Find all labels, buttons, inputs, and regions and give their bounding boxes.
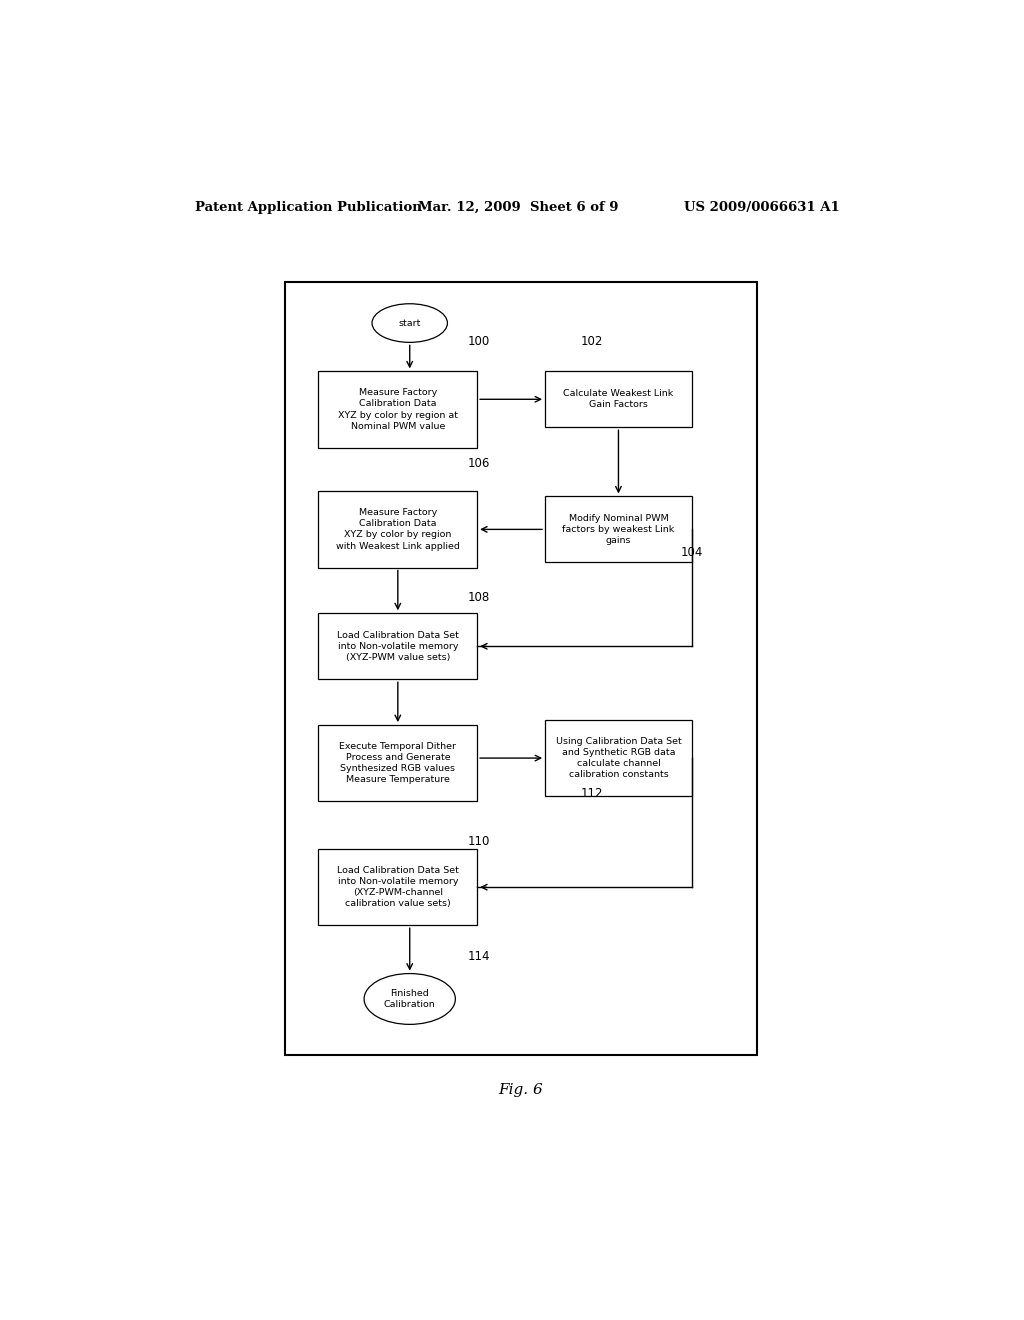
- Bar: [318, 371, 477, 447]
- Text: Load Calibration Data Set
into Non-volatile memory
(XYZ-PWM-channel
calibration : Load Calibration Data Set into Non-volat…: [337, 866, 459, 908]
- Text: Using Calibration Data Set
and Synthetic RGB data
calculate channel
calibration : Using Calibration Data Set and Synthetic…: [556, 737, 681, 779]
- Text: Mar. 12, 2009  Sheet 6 of 9: Mar. 12, 2009 Sheet 6 of 9: [418, 201, 618, 214]
- Text: 106: 106: [468, 457, 490, 470]
- Bar: [545, 719, 692, 796]
- Text: 102: 102: [581, 335, 603, 348]
- Text: 104: 104: [681, 546, 703, 560]
- Bar: [285, 282, 758, 1055]
- Text: US 2009/0066631 A1: US 2009/0066631 A1: [684, 201, 840, 214]
- Text: Execute Temporal Dither
Process and Generate
Synthesized RGB values
Measure Temp: Execute Temporal Dither Process and Gene…: [339, 742, 457, 784]
- Text: 100: 100: [468, 335, 489, 348]
- Text: Measure Factory
Calibration Data
XYZ by color by region at
Nominal PWM value: Measure Factory Calibration Data XYZ by …: [338, 388, 458, 430]
- Text: Calculate Weakest Link
Gain Factors: Calculate Weakest Link Gain Factors: [563, 389, 674, 409]
- Text: 110: 110: [468, 836, 490, 847]
- Bar: [545, 496, 692, 562]
- Text: 114: 114: [468, 950, 490, 962]
- Text: start: start: [398, 318, 421, 327]
- Text: Measure Factory
Calibration Data
XYZ by color by region
with Weakest Link applie: Measure Factory Calibration Data XYZ by …: [336, 508, 460, 550]
- Text: Patent Application Publication: Patent Application Publication: [196, 201, 422, 214]
- Text: Finished
Calibration: Finished Calibration: [384, 989, 435, 1008]
- Text: 112: 112: [581, 787, 603, 800]
- Bar: [318, 725, 477, 801]
- Bar: [318, 849, 477, 925]
- Ellipse shape: [372, 304, 447, 342]
- Bar: [545, 371, 692, 428]
- Text: Modify Nominal PWM
factors by weakest Link
gains: Modify Nominal PWM factors by weakest Li…: [562, 513, 675, 545]
- Text: 108: 108: [468, 591, 489, 605]
- Text: Fig. 6: Fig. 6: [499, 1084, 543, 1097]
- Ellipse shape: [365, 974, 456, 1024]
- Bar: [318, 491, 477, 568]
- Bar: [318, 614, 477, 680]
- Text: Load Calibration Data Set
into Non-volatile memory
(XYZ-PWM value sets): Load Calibration Data Set into Non-volat…: [337, 631, 459, 661]
